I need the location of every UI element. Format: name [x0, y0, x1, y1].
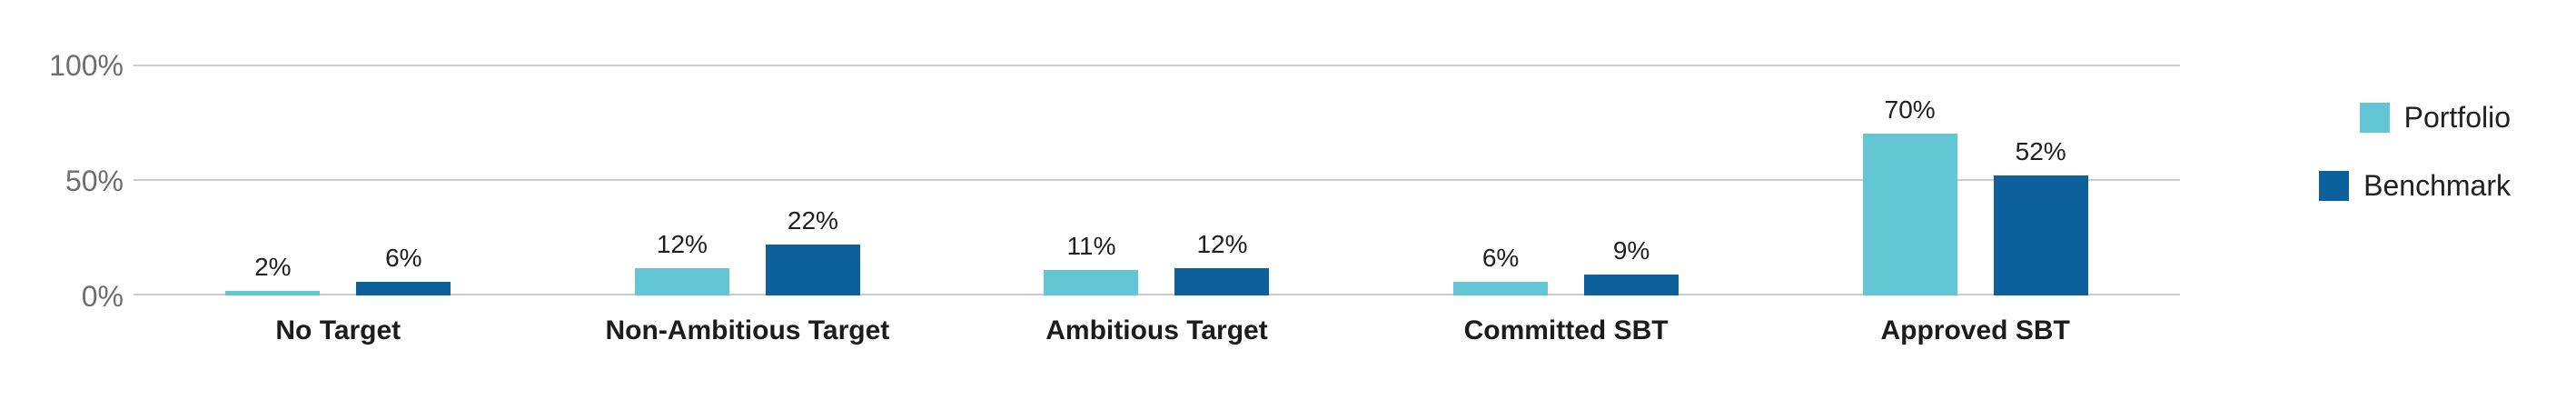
bar-group: 12% 22%	[543, 65, 953, 295]
bar-group: 2% 6%	[134, 65, 543, 295]
bar-value-label: 6%	[1481, 244, 1520, 272]
bar-benchmark-approved-sbt[interactable]: 52%	[1993, 139, 2088, 295]
bar-portfolio-committed-sbt[interactable]: 6%	[1453, 245, 1549, 295]
category-label: No Target	[275, 315, 401, 345]
plot-area: 2% 6% 12% 22% 11% 12% 6% 9% 70% 52%	[134, 65, 2180, 295]
gridline	[134, 65, 2180, 66]
bar-value-label: 11%	[1066, 232, 1116, 260]
bar-value-label: 12%	[1196, 230, 1248, 258]
bar-portfolio-non-ambitious-target[interactable]: 12%	[634, 232, 729, 295]
bar-value-label: 9%	[1612, 236, 1650, 265]
bar-benchmark-ambitious-target[interactable]: 12%	[1174, 232, 1270, 295]
category-label: Approved SBT	[1880, 315, 2070, 345]
bar-portfolio-approved-sbt[interactable]: 70%	[1862, 97, 1957, 295]
bar-group: 6% 9%	[1362, 65, 1771, 295]
bar-group: 11% 12%	[952, 65, 1362, 295]
bar-benchmark-committed-sbt[interactable]: 9%	[1584, 238, 1679, 295]
benchmark-color-swatch	[2319, 171, 2350, 201]
category-label: Non-Ambitious Target	[605, 315, 890, 345]
bar-value-label: 70%	[1884, 95, 1936, 124]
bar-groups: 2% 6% 12% 22% 11% 12% 6% 9% 70% 52%	[134, 65, 2180, 295]
bar-benchmark-no-target[interactable]: 6%	[356, 245, 451, 295]
category-label: Ambitious Target	[1045, 315, 1268, 345]
bar-value-label: 6%	[385, 244, 422, 272]
legend-label: Portfolio	[2403, 101, 2511, 134]
category-label: Committed SBT	[1463, 315, 1669, 345]
bar-benchmark-non-ambitious-target[interactable]: 22%	[765, 208, 860, 295]
bar-value-label: 12%	[656, 230, 708, 258]
legend-label: Benchmark	[2363, 169, 2511, 202]
y-axis-tick-label: 50%	[64, 165, 124, 197]
legend-entry-portfolio: Portfolio	[2359, 101, 2511, 134]
y-axis-tick-label: 0%	[81, 280, 124, 313]
y-axis-tick-label: 100%	[49, 49, 124, 82]
portfolio-color-swatch	[2359, 103, 2390, 133]
bar-portfolio-no-target[interactable]: 2%	[225, 255, 321, 295]
bar-value-label: 2%	[254, 253, 292, 281]
legend: Portfolio Benchmark	[2319, 103, 2511, 201]
legend-entry-benchmark: Benchmark	[2319, 171, 2511, 201]
gridline	[134, 294, 2180, 295]
bar-value-label: 22%	[787, 206, 838, 235]
x-axis-labels: No Target Non-Ambitious Target Ambitious T…	[134, 315, 2180, 347]
gridline	[134, 179, 2180, 181]
bar-group: 70% 52%	[1770, 65, 2180, 295]
bar-portfolio-ambitious-target[interactable]: 11%	[1044, 234, 1139, 295]
bar-value-label: 52%	[2015, 137, 2066, 165]
